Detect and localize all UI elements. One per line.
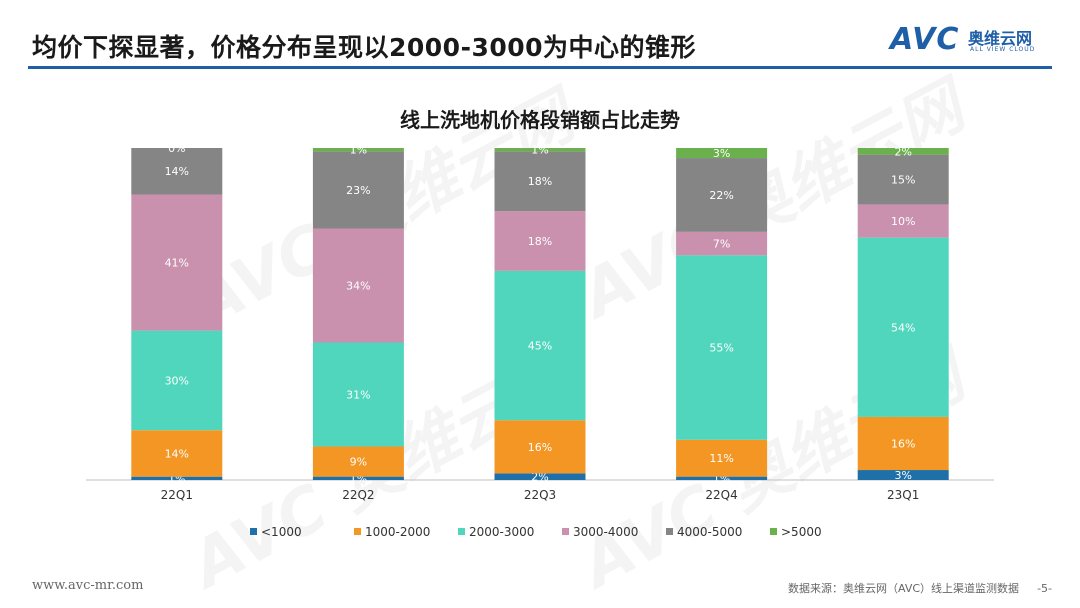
data-label: 31%: [346, 388, 370, 401]
data-label: 3%: [713, 147, 730, 160]
x-tick-label: 22Q3: [524, 488, 556, 502]
bar-segment: [494, 148, 586, 152]
bar-segment: [131, 148, 223, 195]
bar-segment: [676, 439, 768, 477]
data-label: 16%: [528, 441, 552, 454]
data-label: 14%: [165, 165, 189, 178]
bar-segment: [676, 255, 768, 440]
data-label: 14%: [165, 447, 189, 460]
title-divider: [28, 66, 1052, 69]
data-label: 30%: [165, 374, 189, 387]
legend-swatch: [770, 528, 777, 535]
bar-segment: [857, 154, 949, 205]
legend-swatch: [562, 528, 569, 535]
bar-segment: [676, 476, 768, 480]
logo-name-cn: 奥维云网: [968, 29, 1033, 48]
bar-segment: [676, 231, 768, 256]
legend-label: 4000-5000: [677, 525, 742, 539]
website-url[interactable]: www.avc-mr.com: [32, 578, 144, 593]
bar-segment: [494, 270, 586, 421]
bar-segment: [676, 148, 768, 159]
bar-segment: [312, 228, 404, 343]
data-label: 41%: [165, 257, 189, 270]
legend-label: <1000: [261, 525, 302, 539]
data-label: 11%: [709, 452, 733, 465]
data-label: 2%: [531, 471, 548, 484]
footer-source: 数据来源：奥维云网（AVC）线上渠道监测数据 -5-: [788, 580, 1052, 596]
legend-swatch: [458, 528, 465, 535]
data-label: 10%: [891, 215, 915, 228]
bar-segment: [131, 476, 223, 480]
legend-label: >5000: [781, 525, 822, 539]
page-title: 均价下探显著，价格分布呈现以2000-3000为中心的锥形: [32, 33, 697, 62]
bar-segment: [857, 204, 949, 238]
data-label: 22%: [709, 189, 733, 202]
avc-logo: AVC 奥维云网 ALL VIEW CLOUD: [890, 22, 1060, 58]
page-number: -5-: [1037, 582, 1052, 595]
data-label: 54%: [891, 321, 915, 334]
data-label: 0%: [168, 142, 185, 155]
data-source: 数据来源：奥维云网（AVC）线上渠道监测数据: [788, 582, 1020, 595]
x-tick-label: 22Q1: [161, 488, 193, 502]
bar-segment: [312, 446, 404, 477]
bar-segment: [312, 342, 404, 447]
logo-name-en: ALL VIEW CLOUD: [970, 46, 1036, 53]
data-label: 2%: [894, 145, 911, 158]
bar-segment: [312, 476, 404, 480]
bar-segment: [676, 158, 768, 232]
legend-swatch: [250, 528, 257, 535]
legend-label: 3000-4000: [573, 525, 638, 539]
legend-swatch: [354, 528, 361, 535]
data-label: 1%: [531, 144, 548, 157]
data-label: 34%: [346, 279, 370, 292]
bar-segment: [857, 470, 949, 480]
bar-segment: [494, 420, 586, 474]
bar-segment: [312, 151, 404, 229]
data-label: 18%: [528, 175, 552, 188]
chart-title: 线上洗地机价格段销额占比走势: [400, 108, 680, 132]
data-label: 7%: [713, 238, 730, 251]
bar-segment: [131, 430, 223, 477]
data-label: 23%: [346, 184, 370, 197]
x-tick-label: 22Q2: [342, 488, 374, 502]
bar-segment: [494, 473, 586, 480]
legend-swatch: [666, 528, 673, 535]
data-label: 55%: [709, 342, 733, 355]
bar-segment: [857, 416, 949, 471]
data-label: 9%: [350, 456, 367, 469]
bar-segment: [131, 330, 223, 431]
bar-segment: [312, 148, 404, 152]
data-label: 16%: [891, 437, 915, 450]
bar-segment: [494, 151, 586, 212]
data-label: 3%: [894, 469, 911, 482]
bar-segment: [494, 211, 586, 271]
bar-segment: [131, 194, 223, 331]
bar-segment: [857, 148, 949, 155]
x-tick-label: 22Q4: [705, 488, 737, 502]
legend-label: 1000-2000: [365, 525, 430, 539]
bar-segment: [857, 237, 949, 417]
data-label: 18%: [528, 235, 552, 248]
data-label: 1%: [350, 144, 367, 157]
x-tick-label: 23Q1: [887, 488, 919, 502]
data-label: 15%: [891, 174, 915, 187]
logo-mark: AVC: [890, 22, 960, 57]
data-label: 45%: [528, 340, 552, 353]
legend-label: 2000-3000: [469, 525, 534, 539]
